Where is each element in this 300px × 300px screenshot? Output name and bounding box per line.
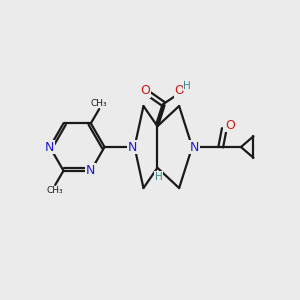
Text: H: H — [183, 80, 191, 91]
Text: N: N — [190, 140, 199, 154]
Text: N: N — [128, 140, 137, 154]
Text: H: H — [155, 172, 163, 182]
Text: CH₃: CH₃ — [91, 99, 107, 108]
Text: CH₃: CH₃ — [46, 186, 63, 195]
Text: O: O — [225, 118, 235, 131]
Text: O: O — [175, 84, 184, 98]
Text: N: N — [45, 140, 55, 154]
Text: O: O — [140, 84, 150, 97]
Text: N: N — [86, 164, 95, 177]
